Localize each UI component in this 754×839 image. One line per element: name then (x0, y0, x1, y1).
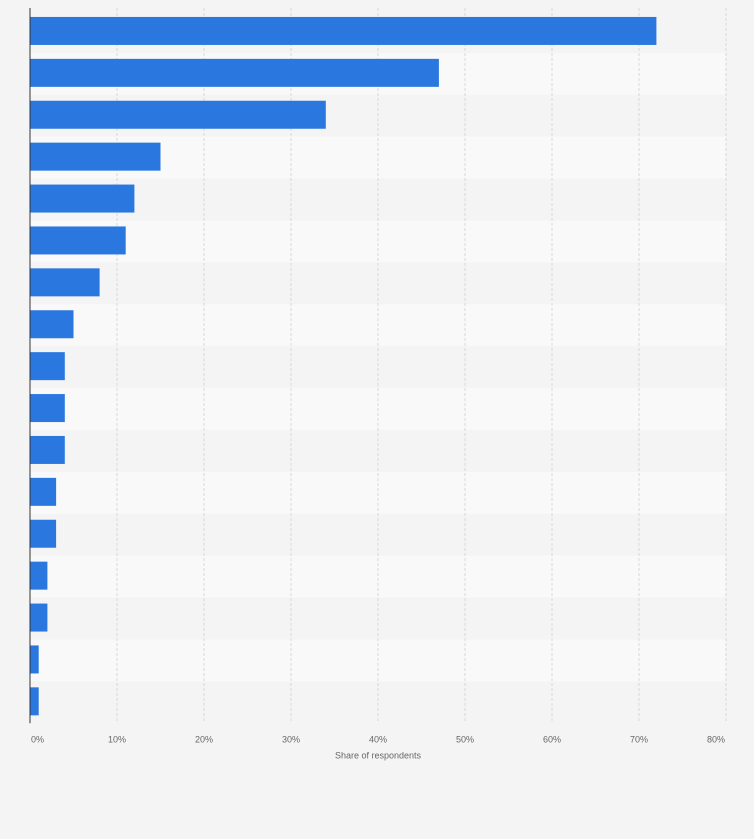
x-axis-title: Share of respondents (335, 750, 422, 760)
row-band (30, 555, 726, 598)
x-tick-label: 0% (31, 734, 44, 744)
bars (30, 16, 657, 716)
x-tick-label: 30% (282, 734, 300, 744)
row-band (30, 346, 726, 389)
bar (30, 519, 57, 548)
x-tick-label: 40% (369, 734, 387, 744)
x-tick-label: 20% (195, 734, 213, 744)
row-band (30, 220, 726, 263)
x-tick-label: 50% (456, 734, 474, 744)
x-axis-ticks: 0% 10% 20% 30% 40% 50% 60% 70% 80% (31, 734, 725, 744)
x-tick-label: 80% (707, 734, 725, 744)
bar (30, 477, 57, 506)
bar (30, 435, 65, 464)
x-tick-label: 10% (108, 734, 126, 744)
bar (30, 645, 39, 674)
bar (30, 142, 161, 171)
bar (30, 310, 74, 339)
bar (30, 184, 135, 213)
bar (30, 226, 126, 255)
bar (30, 394, 65, 423)
bar (30, 561, 48, 590)
gridlines (116, 8, 727, 724)
bar (30, 100, 326, 129)
x-tick-label: 70% (630, 734, 648, 744)
bar (30, 268, 100, 297)
bar (30, 603, 48, 632)
row-band (30, 681, 726, 724)
bar (30, 352, 65, 381)
bar (30, 16, 657, 45)
x-tick-label: 60% (543, 734, 561, 744)
bar (30, 58, 439, 87)
bar (30, 687, 39, 716)
